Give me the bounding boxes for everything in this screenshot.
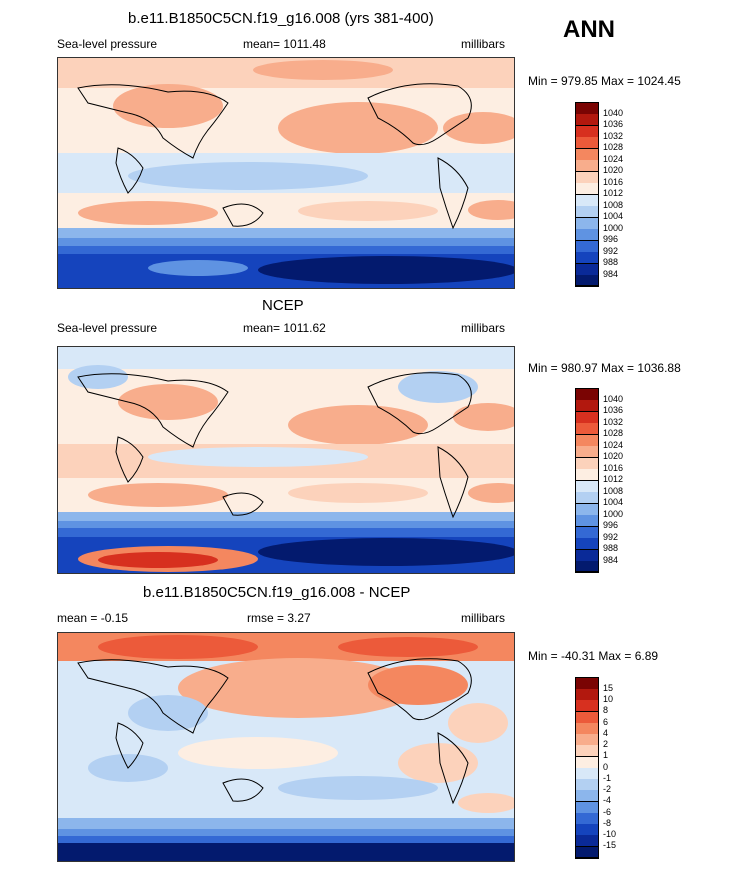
panel2-mean: mean= 1011.62 — [243, 321, 326, 335]
panel3-minmax: Min = -40.31 Max = 6.89 — [528, 649, 659, 663]
colorbar-label: 8 — [603, 705, 609, 715]
panel2-contour-field — [58, 347, 514, 573]
panel2-variable-label: Sea-level pressure — [57, 321, 158, 335]
colorbar-label: 988 — [603, 543, 619, 553]
panel2-units: millibars — [461, 321, 506, 335]
colorbar-label: 1020 — [603, 165, 624, 175]
panel1-map — [57, 57, 515, 289]
panel2-colorbar-box — [576, 561, 598, 572]
colorbar-label: 1008 — [603, 200, 624, 210]
colorbar-label: 1004 — [603, 211, 624, 221]
colorbar-label: -10 — [603, 829, 617, 839]
colorbar-label: 984 — [603, 555, 619, 565]
panel2-minmax: Min = 980.97 Max = 1036.88 — [528, 361, 681, 375]
panel3-colorbar-box — [576, 847, 598, 858]
colorbar-label: 1004 — [603, 497, 624, 507]
colorbar-label: 984 — [603, 269, 619, 279]
colorbar-label: 6 — [603, 717, 609, 727]
colorbar-label: 1028 — [603, 428, 624, 438]
panel3-rmse: rmse = 3.27 — [247, 611, 311, 625]
colorbar-label: 1040 — [603, 108, 624, 118]
colorbar-label: 1012 — [603, 474, 624, 484]
panel2-colorbar-box — [576, 469, 598, 481]
colorbar-label: 1016 — [603, 177, 624, 187]
panel1-variable-label: Sea-level pressure — [57, 37, 158, 51]
colorbar-label: 1016 — [603, 463, 624, 473]
colorbar-label: 1 — [603, 750, 609, 760]
panel3-colorbar-box — [576, 700, 598, 712]
panel3-colorbar-box — [576, 745, 598, 757]
panel3-colorbar-box — [576, 790, 598, 802]
panel1-title: b.e11.B1850C5CN.f19_g16.008 (yrs 381-400… — [128, 10, 434, 27]
colorbar-label: 1000 — [603, 223, 624, 233]
colorbar-label: -4 — [603, 795, 612, 805]
colorbar-label: -8 — [603, 818, 612, 828]
panel1-colorbar-box — [576, 183, 598, 195]
panel1-colorbar — [575, 102, 599, 287]
colorbar-label: 992 — [603, 246, 619, 256]
colorbar-label: 1040 — [603, 394, 624, 404]
colorbar-label: 1032 — [603, 417, 624, 427]
colorbar-label: 996 — [603, 234, 619, 244]
panel3-map — [57, 632, 515, 862]
colorbar-label: 2 — [603, 739, 609, 749]
colorbar-label: 1020 — [603, 451, 624, 461]
panel1-colorbar-box — [576, 160, 598, 172]
colorbar-label: 1036 — [603, 119, 624, 129]
panel1-units: millibars — [461, 37, 506, 51]
colorbar-label: 996 — [603, 520, 619, 530]
season-label: ANN — [563, 16, 615, 43]
colorbar-label: 1028 — [603, 142, 624, 152]
panel3-title: b.e11.B1850C5CN.f19_g16.008 - NCEP — [143, 584, 411, 601]
panel2-colorbar — [575, 388, 599, 573]
panel1-colorbar-box — [576, 252, 598, 264]
panel2-colorbar-box — [576, 446, 598, 458]
panel1-colorbar-box — [576, 206, 598, 218]
panel2-colorbar-box — [576, 423, 598, 435]
panel3-mean: mean = -0.15 — [57, 611, 129, 625]
panel3-contour-field — [58, 633, 514, 861]
panel3-units: millibars — [461, 611, 506, 625]
panel1-colorbar-box — [576, 229, 598, 241]
panel1-minmax: Min = 979.85 Max = 1024.45 — [528, 74, 681, 88]
colorbar-label: 1012 — [603, 188, 624, 198]
colorbar-label: 1024 — [603, 440, 624, 450]
colorbar-label: 0 — [603, 762, 609, 772]
panel1-colorbar-box — [576, 275, 598, 286]
colorbar-label: -2 — [603, 784, 612, 794]
panel2-title: NCEP — [262, 297, 304, 314]
colorbar-label: 1000 — [603, 509, 624, 519]
colorbar-label: 988 — [603, 257, 619, 267]
panel2-colorbar-box — [576, 400, 598, 412]
panel2-colorbar-box — [576, 515, 598, 527]
panel1-mean: mean= 1011.48 — [243, 37, 326, 51]
panel1-colorbar-box — [576, 114, 598, 126]
colorbar-label: -1 — [603, 773, 612, 783]
colorbar-label: -6 — [603, 807, 612, 817]
panel2-map — [57, 346, 515, 574]
panel1-contour-field — [58, 58, 514, 288]
colorbar-label: 1008 — [603, 486, 624, 496]
panel3-colorbar — [575, 677, 599, 859]
colorbar-label: 10 — [603, 694, 614, 704]
panel2-colorbar-box — [576, 492, 598, 504]
colorbar-label: 15 — [603, 683, 614, 693]
colorbar-label: -15 — [603, 840, 617, 850]
panel1-colorbar-box — [576, 137, 598, 149]
colorbar-label: 4 — [603, 728, 609, 738]
colorbar-label: 992 — [603, 532, 619, 542]
colorbar-label: 1024 — [603, 154, 624, 164]
panel2-colorbar-box — [576, 538, 598, 550]
colorbar-label: 1032 — [603, 131, 624, 141]
colorbar-label: 1036 — [603, 405, 624, 415]
panel3-colorbar-box — [576, 835, 598, 847]
